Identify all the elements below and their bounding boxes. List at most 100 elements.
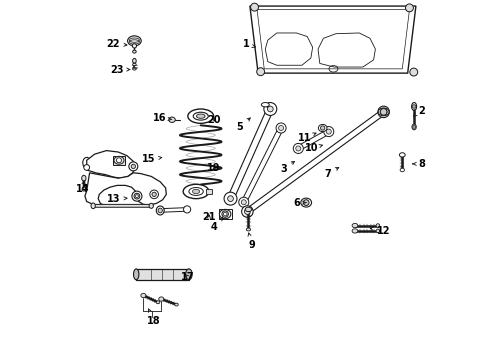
Text: 21: 21	[202, 212, 215, 221]
Circle shape	[409, 68, 417, 76]
Text: 6: 6	[293, 198, 305, 208]
Text: 17: 17	[181, 272, 194, 282]
Text: 2: 2	[412, 106, 424, 116]
Polygon shape	[112, 156, 125, 165]
Ellipse shape	[318, 125, 326, 132]
Ellipse shape	[141, 293, 145, 298]
Text: 1: 1	[243, 40, 255, 49]
Text: 3: 3	[280, 161, 294, 174]
Polygon shape	[245, 109, 385, 214]
Ellipse shape	[246, 228, 250, 231]
Ellipse shape	[159, 297, 163, 301]
Ellipse shape	[131, 164, 135, 168]
Text: 8: 8	[412, 159, 425, 169]
Ellipse shape	[241, 206, 253, 217]
Ellipse shape	[188, 188, 203, 195]
Ellipse shape	[264, 103, 276, 116]
Ellipse shape	[411, 103, 416, 111]
Ellipse shape	[156, 301, 160, 304]
Ellipse shape	[135, 195, 138, 198]
Ellipse shape	[320, 126, 324, 130]
Circle shape	[256, 68, 264, 76]
Text: 18: 18	[147, 309, 160, 325]
Text: 22: 22	[106, 39, 127, 49]
Ellipse shape	[267, 106, 273, 112]
Ellipse shape	[380, 109, 386, 115]
Ellipse shape	[168, 117, 175, 122]
Polygon shape	[93, 204, 153, 207]
Text: 19: 19	[206, 163, 220, 173]
Ellipse shape	[238, 197, 248, 207]
Text: 7: 7	[324, 167, 338, 179]
Polygon shape	[136, 269, 188, 280]
Ellipse shape	[134, 193, 140, 199]
Text: 16: 16	[153, 113, 171, 123]
Ellipse shape	[82, 157, 90, 168]
Ellipse shape	[375, 224, 379, 227]
Text: 5: 5	[236, 118, 250, 132]
Ellipse shape	[278, 126, 283, 131]
Circle shape	[250, 3, 258, 11]
Ellipse shape	[227, 196, 233, 202]
Ellipse shape	[116, 158, 121, 163]
Ellipse shape	[300, 198, 311, 207]
Ellipse shape	[156, 206, 164, 215]
Ellipse shape	[174, 303, 178, 306]
Ellipse shape	[325, 129, 330, 134]
Ellipse shape	[132, 58, 136, 63]
Ellipse shape	[351, 224, 357, 228]
Text: 13: 13	[107, 194, 127, 204]
Ellipse shape	[375, 229, 379, 233]
Polygon shape	[85, 173, 166, 206]
Text: 10: 10	[304, 143, 322, 153]
Ellipse shape	[193, 112, 208, 120]
Text: 11: 11	[298, 133, 315, 143]
Ellipse shape	[379, 108, 386, 116]
Ellipse shape	[83, 165, 89, 170]
Polygon shape	[241, 127, 283, 203]
Ellipse shape	[185, 269, 192, 280]
Ellipse shape	[127, 36, 141, 46]
Ellipse shape	[82, 187, 85, 191]
Ellipse shape	[133, 269, 139, 280]
Ellipse shape	[377, 106, 388, 118]
Ellipse shape	[158, 208, 162, 213]
Circle shape	[405, 4, 412, 12]
Ellipse shape	[132, 68, 136, 70]
Ellipse shape	[323, 127, 333, 136]
Polygon shape	[86, 150, 135, 178]
Text: 23: 23	[110, 64, 129, 75]
Ellipse shape	[411, 124, 415, 130]
Ellipse shape	[183, 184, 208, 199]
Ellipse shape	[244, 207, 251, 212]
Ellipse shape	[152, 192, 156, 197]
Ellipse shape	[91, 203, 95, 209]
Polygon shape	[249, 6, 415, 73]
Ellipse shape	[399, 168, 404, 172]
Ellipse shape	[196, 114, 204, 118]
Ellipse shape	[378, 108, 388, 116]
Ellipse shape	[132, 50, 136, 53]
Ellipse shape	[192, 189, 199, 194]
Ellipse shape	[224, 192, 237, 205]
Text: 15: 15	[142, 154, 162, 164]
Text: 14: 14	[76, 181, 89, 194]
Ellipse shape	[128, 162, 138, 171]
Text: 20: 20	[207, 115, 221, 125]
Ellipse shape	[81, 175, 86, 181]
Circle shape	[411, 105, 415, 108]
Polygon shape	[205, 189, 212, 194]
Ellipse shape	[351, 229, 357, 233]
Ellipse shape	[132, 44, 136, 48]
Ellipse shape	[132, 63, 136, 66]
Ellipse shape	[187, 109, 213, 123]
Ellipse shape	[261, 103, 269, 107]
Ellipse shape	[222, 211, 228, 217]
Ellipse shape	[303, 200, 308, 206]
Text: 9: 9	[247, 233, 255, 249]
Ellipse shape	[132, 191, 142, 201]
Circle shape	[412, 126, 415, 129]
Ellipse shape	[149, 203, 153, 208]
Ellipse shape	[241, 200, 246, 205]
Polygon shape	[297, 129, 329, 150]
